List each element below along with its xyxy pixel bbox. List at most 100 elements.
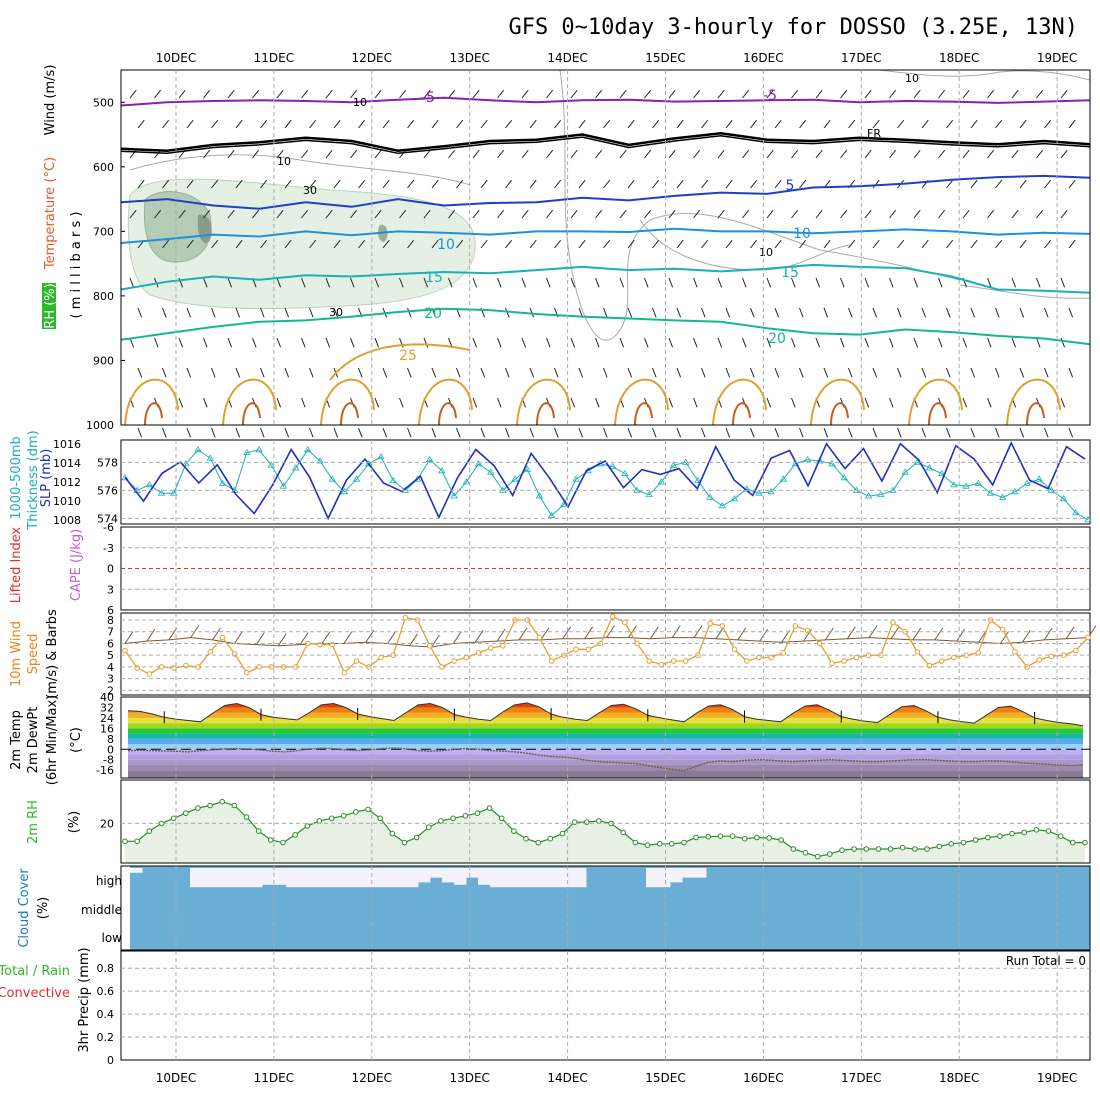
rh-point xyxy=(669,841,675,847)
wind-barb xyxy=(603,307,608,318)
wind-barb xyxy=(701,119,709,129)
wind-barb xyxy=(1019,179,1027,189)
wind-barb xyxy=(725,427,731,438)
date-tick-bottom: 18DEC xyxy=(939,1071,979,1085)
wind-barb xyxy=(301,397,306,408)
surface-wind-barb xyxy=(737,627,747,641)
thickness-marker xyxy=(145,481,154,488)
ytick-wind-speed: 3 xyxy=(107,673,114,686)
wind-barb xyxy=(178,89,186,99)
wind-barb xyxy=(864,149,872,159)
wind-barb xyxy=(333,427,339,438)
wind-barb xyxy=(815,277,821,288)
wind-barb xyxy=(595,337,600,348)
wind-barb xyxy=(578,367,584,378)
high-cloud-gap xyxy=(442,868,455,883)
wind-barb xyxy=(595,209,603,219)
wind-barb xyxy=(750,427,755,438)
rh-point xyxy=(972,837,979,843)
wind-barb xyxy=(750,119,758,129)
wind-barb xyxy=(309,239,317,249)
rh-point xyxy=(474,810,481,817)
wind-speed-point xyxy=(670,658,677,664)
wind-barb xyxy=(472,397,478,408)
thickness-marker xyxy=(121,474,129,481)
thickness-marker xyxy=(621,469,629,476)
rh-point xyxy=(754,834,760,841)
temp-band xyxy=(128,733,1083,739)
thickness-marker xyxy=(1059,495,1068,502)
wind-barb xyxy=(848,367,853,378)
high-cloud-gap xyxy=(286,868,299,888)
high-cloud-gap xyxy=(574,868,587,888)
surface-wind-barb xyxy=(365,630,375,643)
wind-barb xyxy=(995,239,1003,249)
surface-wind-barb xyxy=(824,627,834,641)
wind-speed-point xyxy=(536,634,543,641)
wind-speed-point xyxy=(548,658,555,664)
wind-barb xyxy=(284,367,290,378)
wind-barb xyxy=(799,119,807,129)
isotherm-25-dome xyxy=(614,378,669,426)
wind-barb xyxy=(619,149,627,159)
isotherm-25-dome xyxy=(124,378,179,426)
rh-point xyxy=(863,846,870,852)
wind-barb xyxy=(701,367,706,378)
wind-speed-point xyxy=(853,654,860,661)
wind-speed-point xyxy=(890,619,896,626)
thickness-marker xyxy=(718,502,727,509)
ytick-slp: 1012 xyxy=(53,476,81,489)
wind-barb xyxy=(276,397,282,408)
wind-barb xyxy=(1060,277,1066,288)
wind-barb xyxy=(309,427,314,438)
rh-point xyxy=(802,850,809,856)
ytick-wind-speed: 2 xyxy=(107,684,114,697)
wind-barb xyxy=(603,427,608,438)
rh-point xyxy=(741,835,748,842)
cloud-vgrid xyxy=(175,866,1058,950)
wind-barb xyxy=(505,119,513,129)
wind-barb xyxy=(889,277,894,288)
wind-barb xyxy=(799,307,804,318)
rh-point xyxy=(462,813,469,819)
wind-barb xyxy=(889,149,897,159)
wind-barb xyxy=(693,209,701,219)
wind-barb xyxy=(227,149,235,159)
wind-barb xyxy=(987,397,992,408)
wind-barb xyxy=(872,119,880,129)
wind-barb xyxy=(970,239,978,249)
wind-barb xyxy=(921,119,929,129)
wind-barb xyxy=(995,119,1003,129)
ylabel-3hr-precip: 3hr Precip (mm) xyxy=(77,947,92,1052)
rh-point xyxy=(486,805,493,811)
wind-barb xyxy=(987,337,992,348)
rh-point xyxy=(268,837,274,843)
wind-barb xyxy=(448,89,456,99)
wind-barb xyxy=(823,119,831,129)
wind-barb xyxy=(872,179,880,189)
wind-barb xyxy=(970,307,976,318)
temp-band xyxy=(128,723,1083,729)
thickness-marker xyxy=(816,457,824,464)
wind-barb xyxy=(235,239,243,249)
rh-point xyxy=(438,818,444,824)
wind-barb xyxy=(791,209,799,219)
isotherm-30-dome xyxy=(144,402,163,426)
wind-barb xyxy=(129,337,135,348)
isotherm-25-dome xyxy=(712,378,767,426)
wind-barb xyxy=(276,337,282,348)
wind-barb xyxy=(505,179,513,189)
ylabel-6hr-min-max: (6hr Min/Max) xyxy=(45,695,60,785)
wind-barb xyxy=(472,209,480,219)
rh-point xyxy=(875,846,882,852)
wind-barb xyxy=(186,427,192,438)
wind-barb xyxy=(203,397,208,408)
wind-barb xyxy=(423,277,429,288)
ytick-slp: 1016 xyxy=(53,438,81,451)
wind-barb xyxy=(227,337,233,348)
thickness-marker xyxy=(535,492,544,499)
thickness-marker xyxy=(730,495,739,502)
isotherm-line xyxy=(120,307,1091,346)
rh-point xyxy=(413,834,420,841)
wind-barb xyxy=(431,239,439,249)
